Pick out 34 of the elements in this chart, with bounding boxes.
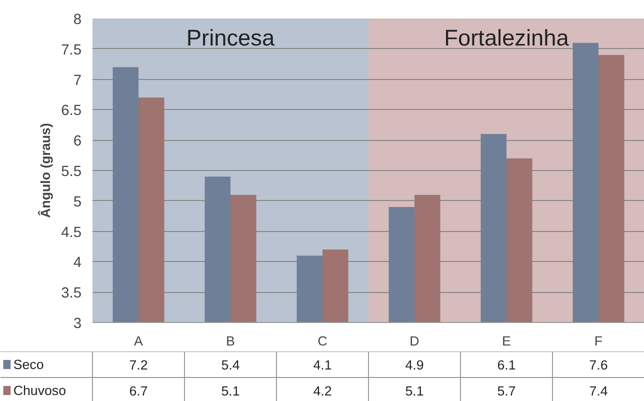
y-tick-label: 5 bbox=[73, 194, 82, 210]
data-label: 7.6 bbox=[589, 358, 608, 372]
legend-label: Chuvoso bbox=[13, 383, 66, 398]
x-tick-label: E bbox=[502, 334, 512, 348]
x-tick-label: A bbox=[134, 334, 144, 348]
data-label: 4.2 bbox=[313, 384, 332, 398]
data-label: 5.1 bbox=[405, 384, 424, 398]
x-tick-label: C bbox=[318, 334, 328, 348]
data-label: 4.9 bbox=[405, 358, 424, 372]
data-label: 5.1 bbox=[221, 384, 240, 398]
data-label: 5.4 bbox=[221, 358, 240, 372]
data-label: 5.7 bbox=[497, 384, 516, 398]
y-tick-label: 6.5 bbox=[61, 103, 82, 120]
y-axis-title: Ângulo (graus) bbox=[38, 123, 54, 218]
data-label: 7.4 bbox=[589, 384, 608, 398]
y-tick-label: 5.5 bbox=[61, 164, 82, 180]
band-label: Fortalezinha bbox=[444, 24, 570, 50]
legend-label: Seco bbox=[13, 357, 44, 372]
x-tick-label: D bbox=[410, 334, 420, 348]
data-label: 6.1 bbox=[497, 358, 516, 372]
data-label: 6.7 bbox=[129, 384, 148, 398]
y-tick-label: 3.5 bbox=[61, 286, 82, 302]
data-label: 4.1 bbox=[313, 358, 332, 372]
y-tick-label: 3 bbox=[73, 316, 82, 332]
x-tick-label: F bbox=[594, 334, 603, 348]
data-label: 7.2 bbox=[129, 358, 148, 372]
y-tick-label: 7 bbox=[73, 72, 82, 89]
band-label: Princesa bbox=[186, 24, 275, 50]
x-tick-label: B bbox=[226, 334, 236, 348]
y-tick-label: 7.5 bbox=[61, 42, 82, 58]
y-tick-label: 8 bbox=[73, 12, 82, 28]
y-tick-label: 4 bbox=[73, 255, 82, 272]
y-tick-label: 4.5 bbox=[61, 224, 82, 241]
y-tick-label: 6 bbox=[73, 134, 82, 150]
